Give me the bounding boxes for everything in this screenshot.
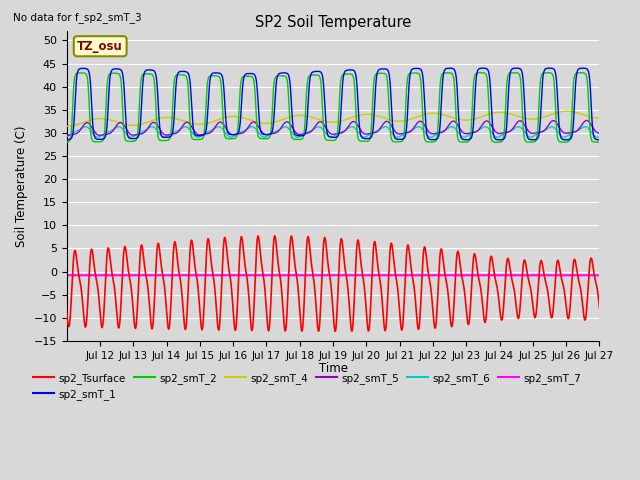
- Legend: sp2_Tsurface, sp2_smT_1, sp2_smT_2, sp2_smT_4, sp2_smT_5, sp2_smT_6, sp2_smT_7: sp2_Tsurface, sp2_smT_1, sp2_smT_2, sp2_…: [29, 369, 585, 404]
- Text: No data for f_sp2_smT_3: No data for f_sp2_smT_3: [13, 12, 141, 23]
- Text: TZ_osu: TZ_osu: [77, 40, 123, 53]
- Y-axis label: Soil Temperature (C): Soil Temperature (C): [15, 125, 28, 247]
- Title: SP2 Soil Temperature: SP2 Soil Temperature: [255, 15, 411, 30]
- X-axis label: Time: Time: [319, 362, 348, 375]
